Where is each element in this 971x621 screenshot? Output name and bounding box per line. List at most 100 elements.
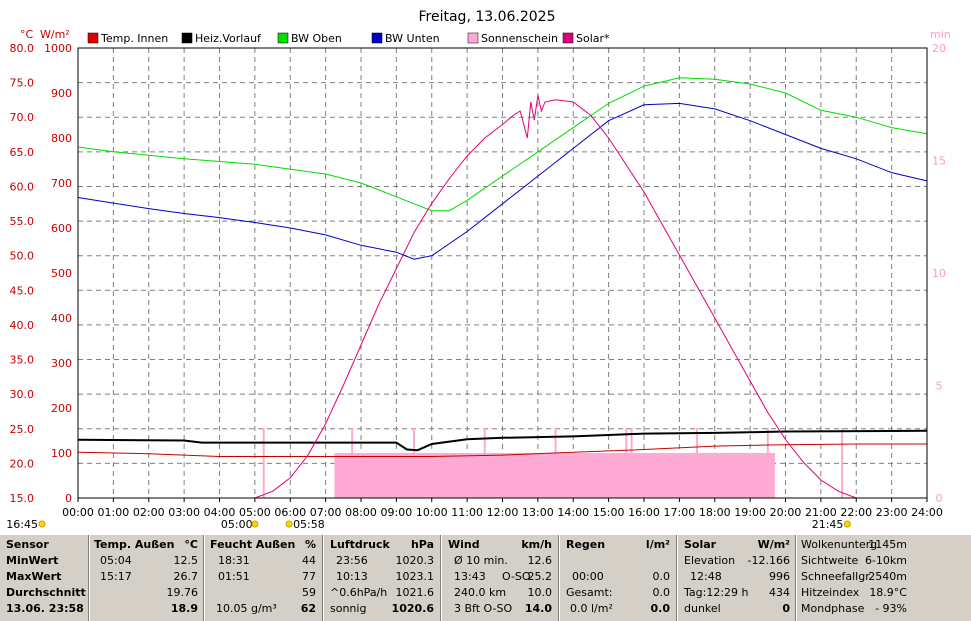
temp-tick-label: 50.0 bbox=[10, 250, 35, 263]
x-tick-label: 16:00 bbox=[628, 506, 660, 519]
x-tick-label: 22:00 bbox=[840, 506, 872, 519]
temp-tick-label: 75.0 bbox=[10, 77, 35, 90]
minutes-tick-label: 5 bbox=[936, 380, 943, 393]
pressure-max-time: 10:13 bbox=[336, 570, 368, 583]
solar-tick-label: 300 bbox=[51, 357, 72, 370]
x-tick-label: 04:00 bbox=[204, 506, 236, 519]
sensor-header: Sensor bbox=[6, 538, 49, 551]
x-tick-label: 08:00 bbox=[345, 506, 377, 519]
legend-label: BW Unten bbox=[385, 32, 440, 45]
temp-min-time: 05:04 bbox=[100, 554, 132, 567]
temp-tick-label: 35.0 bbox=[10, 354, 35, 367]
stats-wind: Wind km/h Ø 10 min. 12.6 13:43 O-SO 25.2 240… bbox=[448, 537, 554, 621]
sensor-avg-label: Durchschnitt bbox=[6, 586, 86, 599]
sensor-current-label: 13.06. 23:58 bbox=[6, 602, 84, 615]
rain-total: 0.0 bbox=[652, 586, 671, 599]
pressure-trend-label: ^0.6hPa/h bbox=[330, 586, 388, 599]
solar-max: 996 bbox=[769, 570, 790, 583]
wind-current-label: 3 Bft O-SO bbox=[454, 602, 513, 615]
pressure-header: Luftdruck bbox=[330, 538, 390, 551]
solar-tick-label: 400 bbox=[51, 312, 72, 325]
humidity-max: 77 bbox=[302, 570, 316, 583]
humidity-abs: 10.05 g/m³ bbox=[216, 602, 277, 615]
solar-state: dunkel bbox=[684, 602, 721, 615]
stats-pressure: Luftdruck hPa 23:56 1020.3 10:13 1023.1 ^0.… bbox=[330, 537, 436, 621]
sunset-marker-icon bbox=[843, 520, 851, 528]
x-tick-label: 15:00 bbox=[593, 506, 625, 519]
wind-unit: km/h bbox=[521, 538, 552, 551]
x-tick-label: 17:00 bbox=[664, 506, 696, 519]
wind-current: 14.0 bbox=[524, 602, 552, 615]
temp-tick-label: 55.0 bbox=[10, 215, 35, 228]
series-solar bbox=[254, 95, 857, 499]
wind-run: 10.0 bbox=[527, 586, 553, 599]
pressure-weather: sonnig bbox=[330, 602, 367, 615]
solar-tick-label: 1000 bbox=[44, 42, 72, 55]
sunshine-bars bbox=[262, 428, 844, 498]
chart-axes: 80.0 75.0 70.0 65.0 60.0 55.0 50.0 45.0 40.0 35.0… bbox=[10, 42, 947, 519]
x-tick-label: 14:00 bbox=[557, 506, 589, 519]
temp-tick-label: 80.0 bbox=[10, 42, 35, 55]
solar-tick-label: 600 bbox=[51, 222, 72, 235]
series-bw_unten bbox=[77, 102, 928, 260]
chart-legend: Temp. Innen Heiz.Vorlauf BW Oben BW Unten So… bbox=[87, 32, 610, 45]
pressure-max: 1023.1 bbox=[395, 570, 435, 583]
wind-header: Wind bbox=[448, 538, 480, 551]
rain-time-value: 0.0 bbox=[652, 570, 671, 583]
x-tick-label: 19:00 bbox=[734, 506, 766, 519]
solar-tick-label: 900 bbox=[51, 87, 72, 100]
wind-avg: 12.6 bbox=[527, 554, 553, 567]
pressure-current: 1020.6 bbox=[391, 602, 434, 615]
rain-total-label: Gesamt: bbox=[566, 586, 613, 599]
x-tick-label: 05:00 bbox=[239, 506, 271, 519]
temp-tick-label: 25.0 bbox=[10, 423, 35, 436]
x-tick-label: 24:00 bbox=[911, 506, 943, 519]
moonset-marker: 05:58 bbox=[293, 518, 325, 531]
minutes-tick-label: 10 bbox=[932, 267, 946, 280]
series-bw_oben bbox=[77, 77, 928, 212]
sunrise-marker: 05:00 bbox=[221, 518, 253, 531]
solar-tick-label: 100 bbox=[51, 447, 72, 460]
solar-elev: -12.166 bbox=[747, 554, 790, 567]
humidity-max-time: 01:51 bbox=[218, 570, 250, 583]
cloud-value: 1145m bbox=[868, 538, 907, 551]
x-tick-label: 12:00 bbox=[487, 506, 519, 519]
temp-avg: 19.76 bbox=[166, 586, 199, 599]
legend-label: Heiz.Vorlauf bbox=[195, 32, 262, 45]
temp-tick-label: 60.0 bbox=[10, 180, 35, 193]
moonset-marker-icon bbox=[285, 520, 293, 528]
rain-current: 0.0 bbox=[650, 602, 671, 615]
temp-tick-label: 15.0 bbox=[10, 492, 35, 505]
stats-sensor: Sensor MinWert MaxWert Durchschnitt 13.0… bbox=[6, 537, 86, 621]
legend-swatch bbox=[181, 32, 193, 44]
temp-unit: °C bbox=[184, 538, 198, 551]
heatindex-value: 18.9°C bbox=[869, 586, 907, 599]
temp-tick-label: 30.0 bbox=[10, 388, 35, 401]
wind-max: 25.2 bbox=[527, 570, 553, 583]
humidity-avg: 59 bbox=[302, 586, 316, 599]
legend-label: Sonnenschein bbox=[481, 32, 558, 45]
rain-unit: l/m² bbox=[645, 538, 670, 551]
temp-tick-label: 65.0 bbox=[10, 146, 35, 159]
temp-tick-label: 40.0 bbox=[10, 319, 35, 332]
temp-current: 18.9 bbox=[170, 602, 198, 615]
day-markers: 05:00 21:45 05:58 16:45 bbox=[6, 518, 851, 531]
pressure-trend: 1021.6 bbox=[395, 586, 435, 599]
stats-humidity: Feucht Außen% 18:31 44 01:51 77 59 10.05 g… bbox=[210, 537, 318, 621]
minutes-tick-label: 0 bbox=[936, 492, 943, 505]
visibility-value: 6-10km bbox=[864, 554, 907, 567]
temp-tick-label: 20.0 bbox=[10, 457, 35, 470]
minutes-axis-unit: min bbox=[930, 28, 951, 41]
x-tick-label: 06:00 bbox=[274, 506, 306, 519]
solar-tick-label: 500 bbox=[51, 267, 72, 280]
cloud-label: Wolkenunterg bbox=[801, 538, 878, 551]
stats-solar: Solar W/m² Elevation -12.166 12:48 996 Tag:… bbox=[684, 537, 792, 621]
legend-swatch bbox=[87, 32, 99, 44]
temp-max: 26.7 bbox=[173, 570, 199, 583]
wind-avg-label: Ø 10 min. bbox=[454, 554, 508, 567]
legend-swatch bbox=[277, 32, 289, 44]
temp-tick-label: 70.0 bbox=[10, 111, 35, 124]
sensor-max-label: MaxWert bbox=[6, 570, 62, 583]
x-tick-label: 01:00 bbox=[98, 506, 130, 519]
x-tick-label: 10:00 bbox=[416, 506, 448, 519]
